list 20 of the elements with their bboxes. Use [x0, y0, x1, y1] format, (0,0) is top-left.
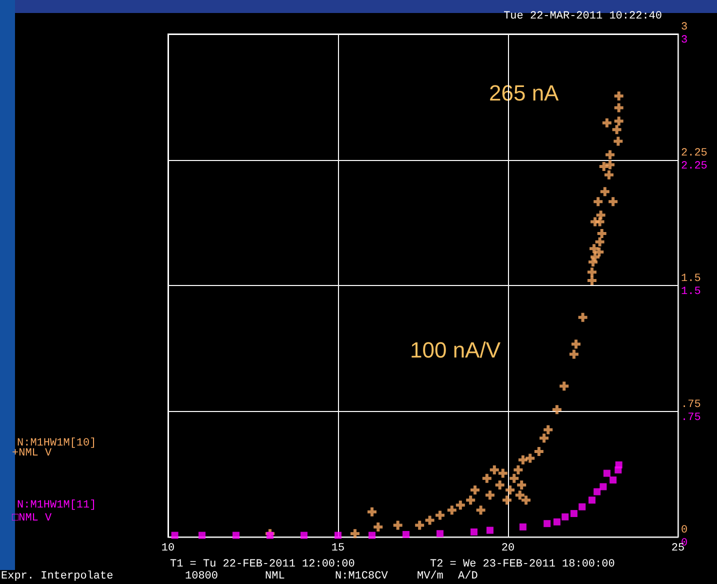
text: N:M1HW1M[11] — [17, 500, 96, 512]
x-tick-label: 20 — [501, 542, 515, 554]
annotation: 100 nA/V — [410, 338, 501, 362]
chart-title: Tue 22-MAR-2011 10:22:40 — [504, 10, 662, 22]
text: NML — [265, 570, 285, 582]
y-tick-label: 3 — [681, 22, 688, 34]
text: T2 = We 23-FEB-2011 18:00:00 — [430, 558, 615, 570]
text: T1 = Tu 22-FEB-2011 12:00:00 — [170, 558, 355, 570]
text: Expr. Interpolate — [1, 570, 114, 582]
text: N:M1C8CV — [335, 570, 388, 582]
x-tick-label: 10 — [161, 542, 175, 554]
text: A/D — [458, 570, 478, 582]
y-tick-label: 1.5 — [681, 273, 701, 285]
text: N:M1HW1M[10] — [17, 438, 96, 450]
text: MV/m — [417, 570, 444, 582]
text: 10800 — [185, 570, 218, 582]
y-tick-label: 2.25 — [681, 147, 708, 160]
y-tick-label: .75 — [681, 398, 701, 411]
y-tick-label: 0 — [681, 524, 688, 536]
x-tick-label: 15 — [331, 542, 345, 554]
